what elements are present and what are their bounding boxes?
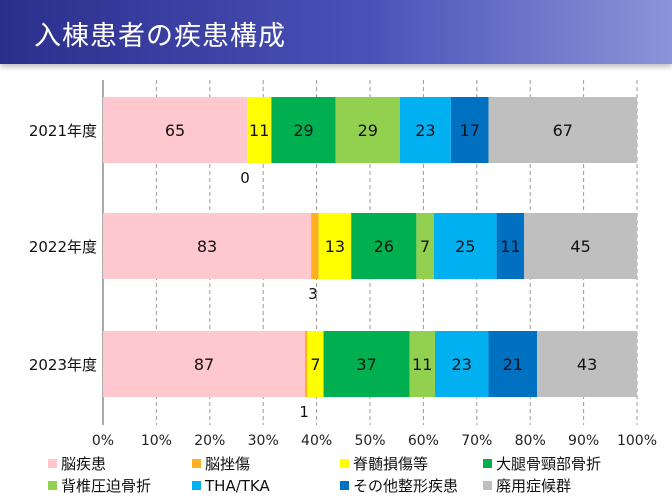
data-label: 0 (240, 169, 250, 187)
data-label: 43 (577, 355, 597, 374)
x-tick-label: 0% (92, 433, 114, 449)
legend-swatch (48, 481, 57, 490)
x-tick-label: 80% (515, 433, 546, 449)
bar-segment (416, 213, 434, 279)
data-label: 17 (460, 121, 480, 140)
data-label: 23 (415, 121, 435, 140)
legend-label: 背椎圧迫骨折 (61, 477, 151, 495)
legend-label: 脊髄損傷等 (353, 455, 428, 473)
data-label: 3 (308, 285, 318, 303)
data-label: 25 (455, 237, 475, 256)
x-tick-label: 30% (248, 433, 279, 449)
bar-segment (103, 213, 312, 279)
bar-segment (450, 97, 489, 163)
bar-segment (318, 213, 352, 279)
bar-segment (537, 331, 637, 397)
bar-segment (524, 213, 637, 279)
legend-label: 廃用症候群 (496, 477, 571, 495)
data-label: 45 (570, 237, 590, 256)
data-label: 67 (553, 121, 573, 140)
x-tick-label: 50% (354, 433, 385, 449)
category-label: 2022年度 (29, 238, 97, 256)
data-label: 37 (356, 355, 376, 374)
legend-label: 脳疾患 (61, 455, 106, 473)
category-label: 2021年度 (29, 122, 97, 140)
bar-segment (488, 331, 538, 397)
x-tick-label: 20% (194, 433, 225, 449)
legend-swatch (192, 481, 201, 490)
data-label: 1 (299, 403, 309, 421)
bar-segment (435, 331, 489, 397)
legend-label: THA/TKA (204, 477, 270, 495)
legend-swatch (483, 459, 492, 468)
category-label: 2023年度 (29, 356, 97, 374)
x-tick-label: 90% (568, 433, 599, 449)
data-label: 26 (374, 237, 394, 256)
legend-swatch (340, 481, 349, 490)
data-label: 29 (358, 121, 378, 140)
data-label: 13 (325, 237, 345, 256)
data-label: 11 (412, 355, 432, 374)
data-label: 7 (420, 237, 430, 256)
legend-label: 脳挫傷 (205, 455, 250, 473)
legend-label: 大腿骨頸部骨折 (496, 455, 601, 473)
legend-swatch (483, 481, 492, 490)
bar-segment (335, 97, 400, 163)
legend-swatch (48, 459, 57, 468)
x-tick-label: 70% (461, 433, 492, 449)
data-label: 21 (503, 355, 523, 374)
page-title: 入棟患者の疾患構成 (34, 21, 286, 52)
bar-segment (103, 331, 305, 397)
bar-segment (323, 331, 410, 397)
bar-segment (271, 97, 336, 163)
bar-segment (351, 213, 417, 279)
bar-segment (399, 97, 451, 163)
title-bar: 入棟患者の疾患構成 (0, 0, 672, 64)
data-label: 83 (197, 237, 217, 256)
x-tick-label: 100% (617, 433, 657, 449)
bar-segment (496, 213, 525, 279)
bar-segment (247, 97, 272, 163)
bar-segment (311, 213, 319, 279)
data-label: 11 (500, 237, 520, 256)
data-label: 23 (452, 355, 472, 374)
bar-segment (409, 331, 436, 397)
bar-segment (103, 97, 248, 163)
x-tick-label: 60% (408, 433, 439, 449)
legend-label: その他整形疾患 (353, 477, 458, 495)
x-tick-label: 10% (141, 433, 172, 449)
legend-swatch (192, 459, 201, 468)
data-label: 65 (165, 121, 185, 140)
x-tick-label: 40% (301, 433, 332, 449)
bar-segment (488, 97, 637, 163)
bar-segment (304, 331, 308, 397)
bar-segment (307, 331, 324, 397)
legend-swatch (340, 459, 349, 468)
bar-segment (433, 213, 497, 279)
data-label: 11 (249, 121, 269, 140)
data-label: 29 (293, 121, 313, 140)
data-label: 7 (310, 355, 320, 374)
data-label: 87 (194, 355, 214, 374)
